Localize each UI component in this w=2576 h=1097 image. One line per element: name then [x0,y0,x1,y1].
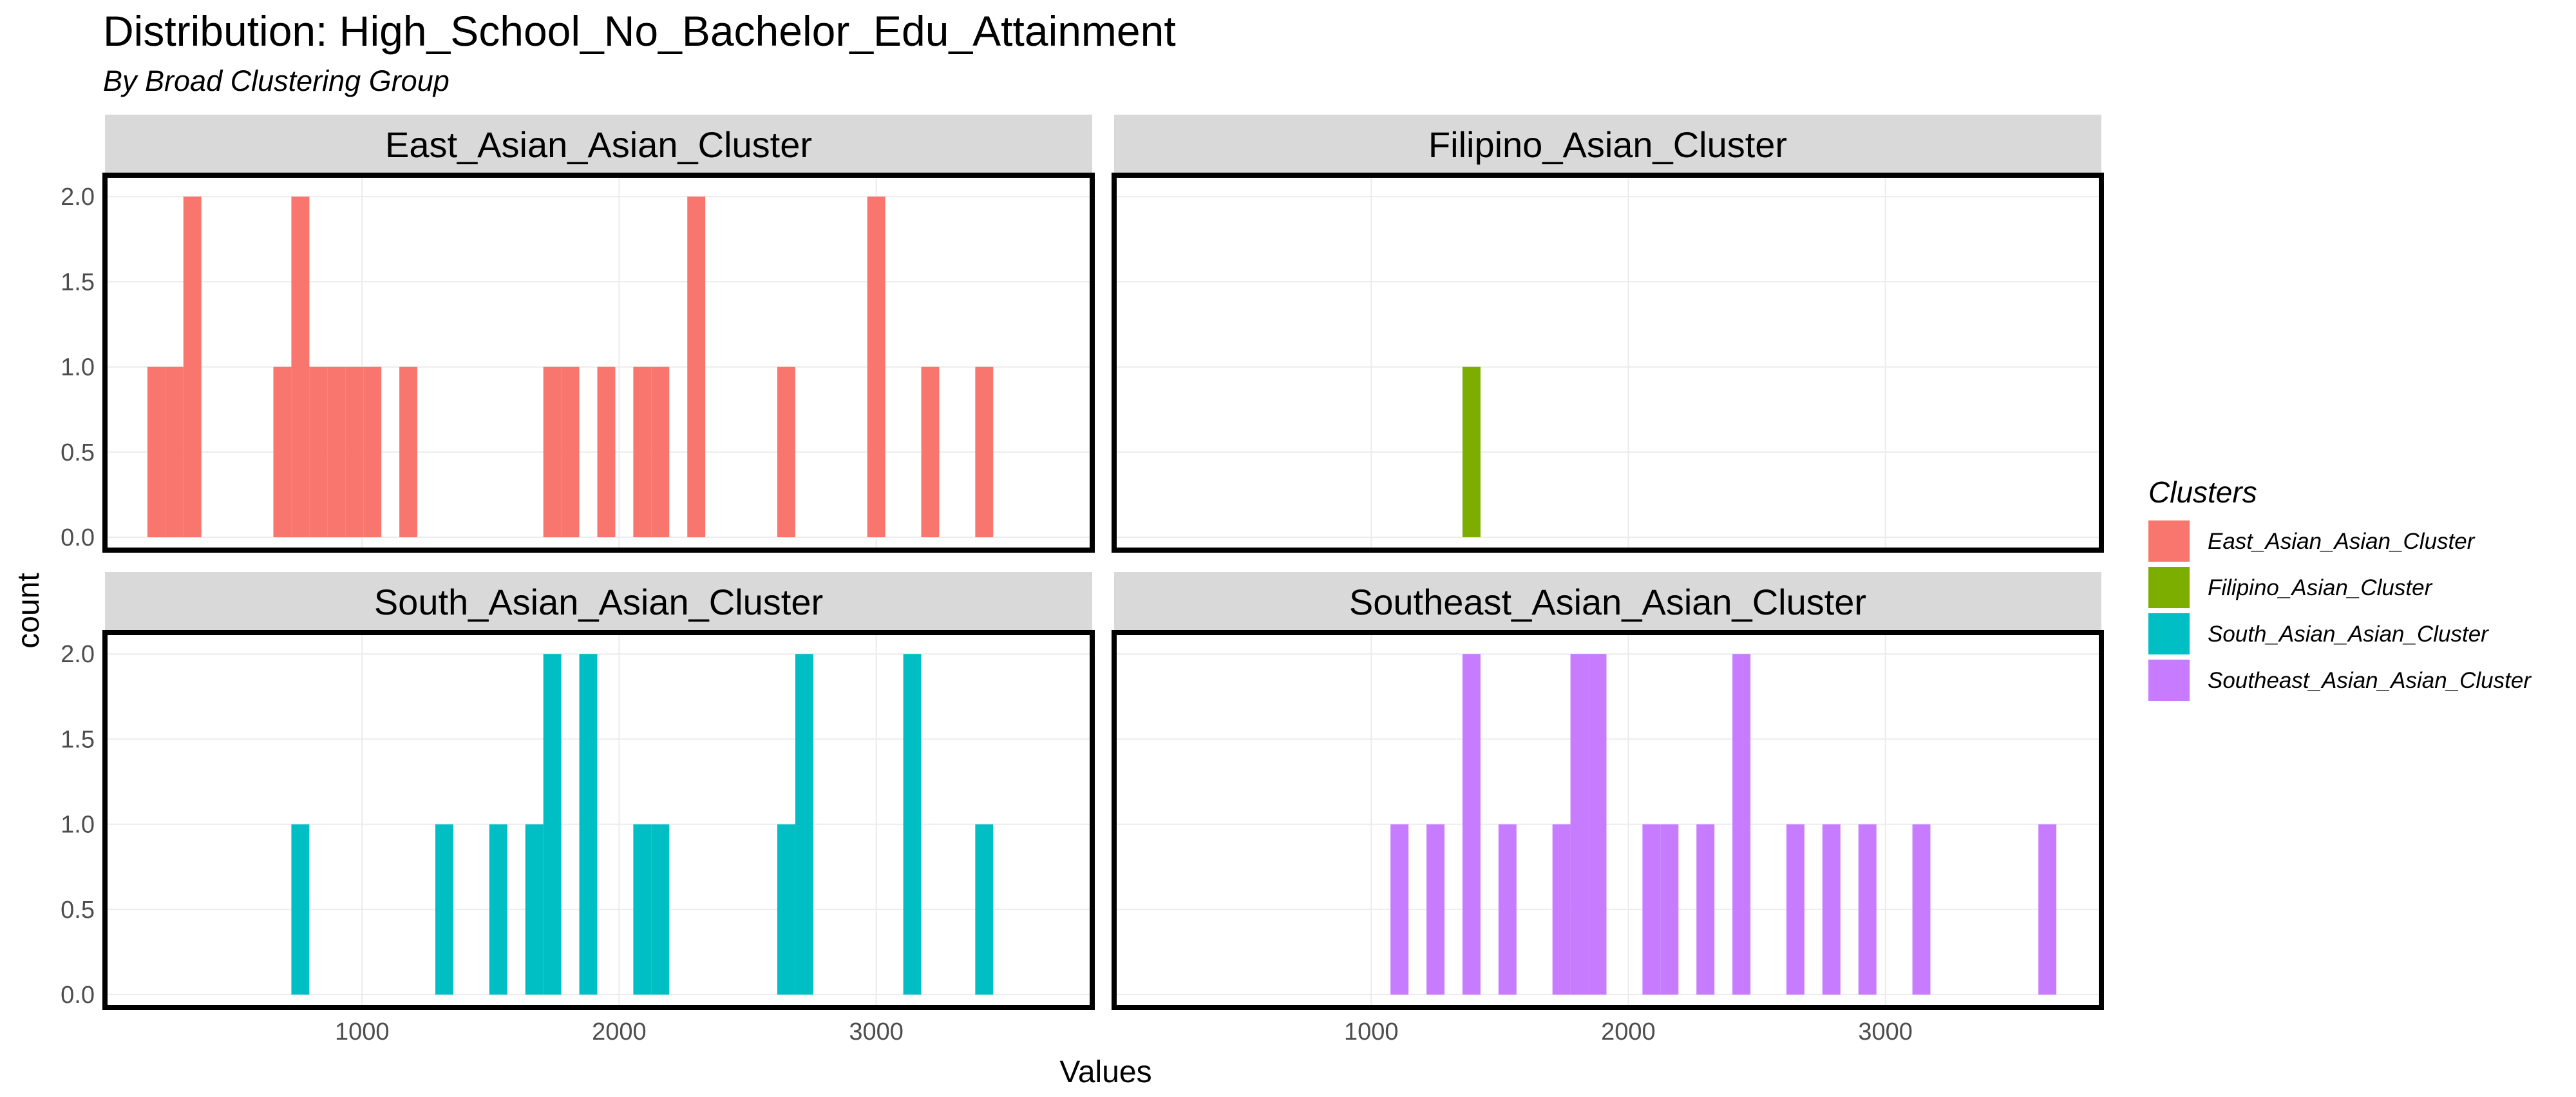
histogram-bar [1426,824,1444,995]
facet-strip-label: South_Asian_Asian_Cluster [374,582,823,622]
histogram-bar [543,367,562,537]
facet-panels: East_Asian_Asian_Cluster 0.0 0.5 1.0 1.5 2.0 F… [61,115,2104,1045]
histogram-bar [1570,654,1589,995]
y-tick-label: 0.5 [61,897,95,924]
legend-label: Southeast_Asian_Asian_Cluster [2208,668,2532,693]
histogram-bar [165,367,184,537]
histogram-bar [309,367,328,537]
histogram-bar [795,654,813,995]
histogram-bar [273,367,292,537]
legend-key [2148,613,2190,654]
legend-key [2148,660,2190,701]
legend: Clusters East_Asian_Asian_Cluster Filipin… [2148,475,2532,701]
histogram-bar [291,196,310,538]
histogram-bar [435,824,453,995]
histogram-bar [975,367,994,537]
histogram-bar [903,654,922,995]
y-tick-label: 0.0 [61,524,95,551]
x-tick-label: 1000 [1344,1018,1399,1045]
facet-strip-label: Filipino_Asian_Cluster [1428,124,1787,165]
histogram-bar [1660,824,1679,995]
y-tick-label: 2.0 [61,641,95,668]
histogram-bar [1462,654,1481,995]
legend-title: Clusters [2148,475,2257,509]
histogram-bar [1390,824,1409,995]
histogram-bar [1822,824,1841,995]
histogram-bar [1462,367,1481,537]
histogram-bar [651,367,670,537]
y-tick-label: 1.5 [61,269,95,296]
legend-label: Filipino_Asian_Cluster [2208,575,2433,600]
x-tick-label: 1000 [335,1018,390,1045]
y-axis-title: count [12,573,46,648]
facet-strip-label: Southeast_Asian_Asian_Cluster [1349,582,1866,622]
chart-subtitle: By Broad Clustering Group [103,64,450,97]
histogram-bar [183,196,202,538]
histogram-bar [291,824,310,995]
panel-border [1112,630,2104,1010]
facet-strip [105,115,1092,174]
y-tick-label: 0.0 [61,982,95,1009]
histogram-bar [1912,824,1931,995]
histogram-bar [2038,824,2057,995]
x-tick-label: 3000 [849,1018,904,1045]
histogram-bar [633,824,652,995]
histogram-bar [1858,824,1877,995]
y-tick-label: 1.5 [61,726,95,753]
histogram-bar [525,824,544,995]
histogram-bar [147,367,166,537]
panel-border [102,173,1095,553]
panel-border [102,630,1095,1010]
x-axis-title: Values [1059,1055,1151,1089]
histogram-bar [399,367,418,537]
histogram-bar [633,367,652,537]
facet-Southeast_Asian_Asian_Cluster: Southeast_Asian_Asian_Cluster 1000 2000 300… [1112,572,2104,1045]
legend-label: East_Asian_Asian_Cluster [2208,529,2476,554]
histogram-bar [651,824,670,995]
histogram-bar [1552,824,1571,995]
histogram-bar [1498,824,1517,995]
legend-label: South_Asian_Asian_Cluster [2208,622,2489,647]
histogram-bar [561,367,580,537]
histogram-bar [1642,824,1661,995]
facet-strip-label: East_Asian_Asian_Cluster [385,124,812,165]
y-tick-label: 2.0 [61,184,95,211]
histogram-bar [975,824,994,995]
histogram-bar [777,367,795,537]
facet-East_Asian_Asian_Cluster: East_Asian_Asian_Cluster 0.0 0.5 1.0 1.5 2.0 [61,115,1095,553]
histogram-bar [345,367,364,537]
panel-border [1112,173,2104,553]
histogram-bar [543,654,562,995]
facet-South_Asian_Asian_Cluster: South_Asian_Asian_Cluster 0.0 0.5 1.0 1.5 2.0… [61,572,1095,1045]
facet-strip [1114,115,2101,174]
histogram-bar [1786,824,1804,995]
y-tick-label: 0.5 [61,439,95,466]
x-tick-label: 3000 [1858,1018,1913,1045]
histogram-bar [597,367,616,537]
x-tick-label: 2000 [1601,1018,1656,1045]
facet-strip [1114,572,2101,631]
legend-key [2148,567,2190,608]
x-tick-label: 2000 [592,1018,647,1045]
histogram-bar [921,367,940,537]
histogram-bar [1696,824,1715,995]
chart-title: Distribution: High_School_No_Bachelor_Ed… [103,7,1176,55]
facet-strip [105,572,1092,631]
histogram-bar [1588,654,1607,995]
histogram-bar [363,367,382,537]
histogram-bar [327,367,346,537]
histogram-bar [867,196,886,538]
facet-Filipino_Asian_Cluster: Filipino_Asian_Cluster [1112,115,2104,553]
histogram-bar [1732,654,1751,995]
histogram-bar [579,654,598,995]
legend-key [2148,520,2190,562]
y-tick-label: 1.0 [61,812,95,839]
axes: Values count [12,573,1152,1089]
histogram-bar [489,824,507,995]
histogram-bar [777,824,795,995]
histogram-bar [687,196,706,538]
y-tick-label: 1.0 [61,354,95,381]
